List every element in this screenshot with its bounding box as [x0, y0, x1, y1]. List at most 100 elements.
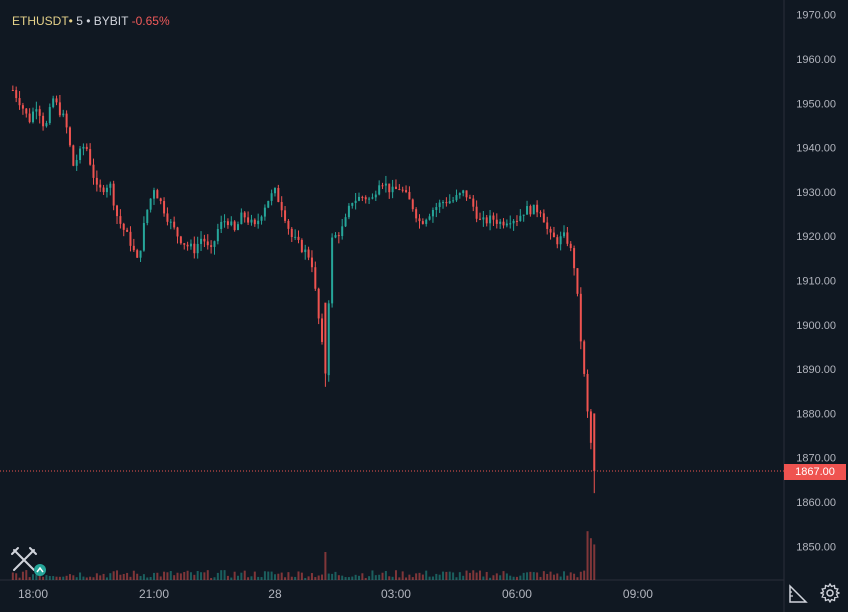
volume-bar: [462, 575, 465, 580]
candle-down: [68, 126, 71, 148]
candle-up: [327, 300, 330, 382]
volume-bar: [499, 575, 502, 580]
volume-bar: [492, 575, 495, 580]
candle-up: [237, 221, 240, 231]
volume-bar: [512, 576, 515, 580]
volume-bar: [468, 572, 471, 580]
candle-down: [247, 211, 250, 225]
legend-symbol[interactable]: ETHUSDT: [12, 14, 69, 28]
price-tick-label: 1880.00: [796, 408, 836, 420]
candle-down: [179, 235, 182, 245]
candle-down: [112, 180, 115, 211]
candle-up: [378, 180, 381, 196]
candle-down: [381, 182, 384, 190]
volume-bar: [448, 571, 451, 580]
settings-icon[interactable]: [820, 583, 840, 603]
volume-bar: [142, 574, 145, 580]
volume-bar: [391, 576, 394, 580]
candle-down: [310, 250, 313, 273]
candle-down: [277, 184, 280, 203]
candle-down: [173, 216, 176, 230]
candle-down: [243, 211, 246, 223]
volume-bar: [566, 575, 569, 580]
volume-bar: [122, 573, 125, 580]
candle-down: [156, 188, 159, 199]
candle-down: [193, 236, 196, 259]
indicator-icon[interactable]: [8, 546, 48, 578]
volume-bar: [539, 576, 542, 580]
volume-bar: [82, 576, 85, 580]
volume-bar: [344, 577, 347, 580]
candle-down: [401, 186, 404, 193]
candle-up: [505, 219, 508, 228]
candle-up: [200, 231, 203, 252]
volume-bar: [556, 573, 559, 580]
volume-bar: [455, 577, 458, 580]
volume-bar: [270, 571, 273, 580]
volume-bar: [45, 575, 48, 580]
volume-bar: [183, 571, 186, 580]
candle-down: [492, 212, 495, 226]
candle-up: [75, 154, 78, 171]
volume-bar: [579, 571, 582, 580]
chart-legend: ETHUSDT• 5 • BYBIT -0.65%: [12, 14, 170, 28]
volume-bar: [156, 572, 159, 580]
candle-up: [146, 209, 149, 226]
candle-down: [502, 218, 505, 229]
volume-bar: [552, 574, 555, 580]
candle-down: [475, 200, 478, 223]
volume-bar: [334, 571, 337, 580]
legend-interval[interactable]: 5: [76, 14, 83, 28]
volume-bar: [200, 572, 203, 580]
candle-up: [142, 216, 145, 252]
candle-up: [260, 215, 263, 225]
candle-up: [52, 95, 55, 109]
volume-bar: [505, 573, 508, 580]
candle-down: [583, 339, 586, 377]
candle-down: [176, 226, 179, 244]
candle-up: [62, 109, 65, 118]
volume-bar: [146, 577, 149, 580]
candle-up: [532, 204, 535, 215]
legend-change: -0.65%: [131, 14, 170, 28]
candle-down: [421, 218, 424, 225]
candle-up: [109, 181, 112, 196]
volume-bar: [257, 576, 260, 580]
volume-bar: [408, 574, 411, 580]
volume-bar: [331, 573, 334, 580]
candle-down: [129, 226, 132, 252]
volume-bar: [495, 573, 498, 580]
candle-down: [25, 107, 28, 118]
candle-up: [267, 200, 270, 209]
candle-down: [186, 241, 189, 251]
price-tick-label: 1870.00: [796, 453, 836, 465]
volume-bar: [273, 574, 276, 580]
volume-bar: [351, 576, 354, 580]
candle-up: [220, 215, 223, 234]
volume-bar: [310, 573, 313, 580]
candle-up: [32, 107, 34, 124]
candle-down: [65, 110, 68, 134]
price-tick-label: 1960.00: [796, 54, 836, 66]
candle-down: [408, 186, 411, 200]
volume-bar: [509, 575, 512, 580]
volume-bar: [526, 572, 529, 580]
volume-bar: [354, 574, 357, 580]
ruler-icon[interactable]: [788, 584, 808, 604]
volume-bar: [563, 571, 566, 580]
price-tick-label: 1950.00: [796, 98, 836, 110]
volume-bar: [522, 572, 525, 580]
candle-up: [105, 184, 108, 198]
volume-bar: [472, 570, 475, 580]
volume-bar: [358, 575, 361, 580]
candle-up: [499, 218, 502, 229]
volume-bar: [482, 576, 485, 580]
volume-bar: [166, 572, 169, 580]
volume-bar: [297, 571, 300, 580]
volume-bar: [300, 572, 303, 580]
candle-up: [431, 207, 434, 223]
volume-bar: [573, 573, 576, 580]
candle-down: [38, 105, 41, 124]
